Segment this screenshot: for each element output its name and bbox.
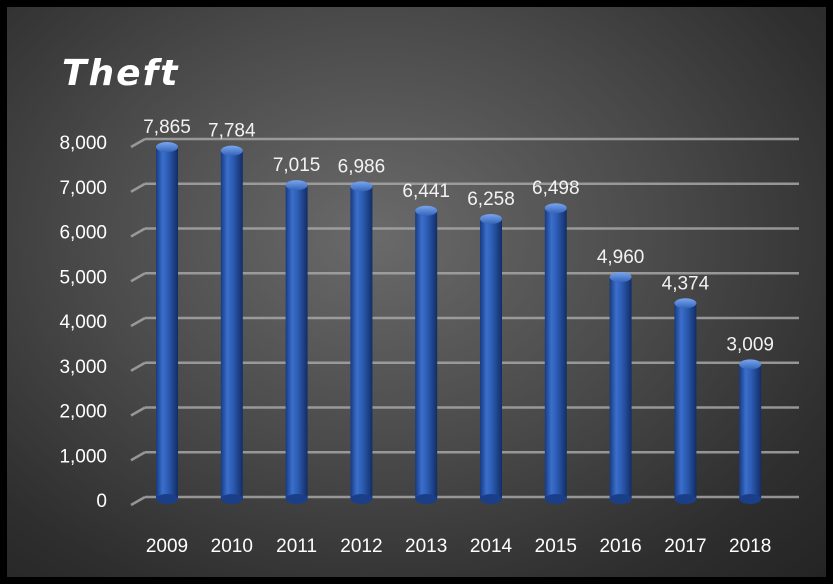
x-tick-label: 2011 (276, 536, 317, 557)
y-tick-label: 3,000 (59, 357, 107, 378)
data-label: 6,441 (402, 181, 450, 202)
bar-base (220, 494, 243, 504)
bar-body (480, 218, 502, 499)
x-tick-label: 2012 (340, 536, 382, 557)
bar-base (480, 494, 502, 504)
bar-body (350, 186, 373, 499)
bar-body (674, 303, 697, 499)
bar-body (156, 147, 178, 499)
bar-base (544, 494, 567, 504)
data-label: 6,498 (532, 178, 580, 199)
y-axis-ticks: 0 1,000 2,000 3,000 4,000 5,000 6,000 7,000 8,00… (59, 133, 107, 512)
y-tick-label: 0 (96, 491, 107, 512)
chart-title: Theft (62, 53, 179, 94)
bar-body (415, 210, 438, 499)
bar-base (609, 494, 632, 504)
bar (674, 298, 697, 504)
gridline-slant (130, 182, 146, 193)
bar-base (674, 494, 697, 504)
bar (220, 145, 243, 504)
bar-base (350, 494, 373, 504)
bar (415, 205, 438, 504)
bar-body (220, 150, 243, 499)
gridline-slant (130, 227, 146, 238)
y-tick-label: 2,000 (59, 402, 107, 423)
data-label: 7,784 (208, 121, 256, 142)
bar-base (285, 494, 308, 504)
x-tick-label: 2009 (146, 536, 188, 557)
gridline-slant (130, 316, 146, 328)
data-label: 6,986 (338, 156, 386, 177)
bar-body (285, 185, 308, 500)
data-label: 4,374 (662, 273, 710, 294)
bar-body (544, 208, 567, 500)
bar-cap (674, 298, 697, 309)
bar-cap (544, 203, 567, 214)
bar (156, 142, 178, 504)
y-tick-label: 8,000 (59, 133, 107, 154)
x-tick-label: 2016 (599, 536, 641, 557)
x-tick-label: 2010 (211, 536, 253, 557)
y-tick-label: 4,000 (59, 312, 107, 333)
y-tick-label: 5,000 (59, 267, 107, 288)
chart-area: Theft 0 1,000 2,000 3,000 4,000 5,000 6,000 7,0… (7, 7, 826, 577)
gridline-slant (130, 495, 146, 507)
data-label: 3,009 (726, 334, 774, 355)
bar-cap (350, 181, 373, 192)
bar-cap (739, 359, 762, 370)
bar (350, 181, 373, 504)
gridline-slant (130, 137, 146, 149)
y-tick-label: 7,000 (59, 178, 107, 199)
bar-body (739, 364, 762, 499)
x-tick-label: 2017 (664, 536, 706, 557)
bar (285, 180, 308, 504)
gridline-slant (130, 272, 146, 283)
bar-cap (480, 213, 502, 224)
data-label: 4,960 (597, 247, 645, 268)
bars (156, 142, 762, 504)
bar (739, 359, 762, 504)
bar-cap (609, 272, 632, 283)
bar-base (156, 494, 178, 504)
x-tick-label: 2018 (729, 536, 771, 557)
x-axis-ticks: 2009 2010 2011 2012 2013 2014 2015 2016 2017 2018 (146, 536, 771, 557)
x-tick-label: 2014 (470, 536, 513, 557)
bar (480, 213, 502, 504)
y-tick-label: 6,000 (59, 223, 107, 244)
bar-cap (285, 180, 308, 191)
bar-chart: Theft 0 1,000 2,000 3,000 4,000 5,000 6,000 7,0… (59, 53, 799, 557)
bar-body (609, 277, 632, 499)
gridline-slant (130, 361, 146, 372)
bar-cap (220, 145, 243, 156)
x-tick-label: 2013 (405, 536, 447, 557)
bar-base (739, 494, 762, 504)
bar (544, 203, 567, 504)
data-labels: 7,865 7,784 7,015 6,986 6,441 6,258 6,498 4,960… (143, 117, 774, 355)
bar-cap (415, 205, 438, 216)
bar-base (415, 494, 438, 504)
gridline-slant (130, 451, 146, 462)
data-label: 7,015 (273, 155, 321, 176)
data-label: 7,865 (143, 117, 191, 138)
gridline-slant (130, 406, 146, 417)
x-tick-label: 2015 (535, 536, 577, 557)
bar (609, 272, 632, 504)
y-tick-label: 1,000 (59, 446, 107, 467)
data-label: 6,258 (467, 189, 515, 210)
bar-cap (156, 142, 178, 153)
